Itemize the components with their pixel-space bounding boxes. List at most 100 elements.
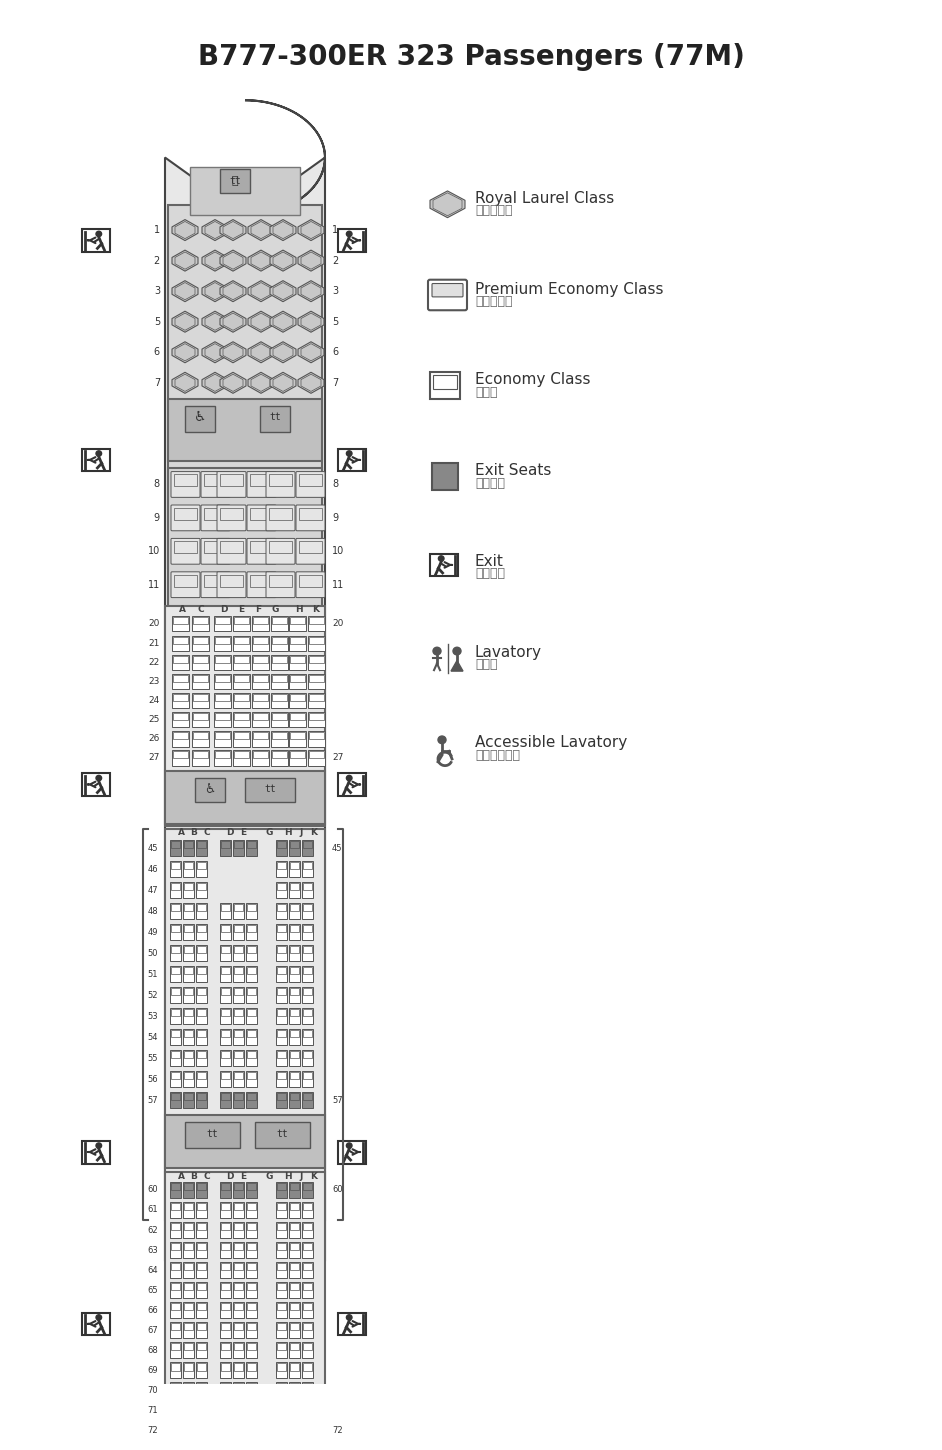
Bar	[183, 945, 194, 961]
Bar	[170, 1282, 181, 1298]
Bar	[82, 229, 110, 252]
Bar	[245, 779, 295, 802]
Bar	[170, 1050, 181, 1066]
Bar	[276, 1343, 287, 1359]
Text: 經濟艇: 經濟艇	[475, 386, 497, 399]
Bar	[290, 751, 305, 758]
Bar	[196, 1222, 207, 1238]
Bar	[215, 732, 230, 740]
FancyBboxPatch shape	[201, 505, 230, 531]
Bar	[220, 1008, 231, 1024]
Bar	[193, 674, 208, 681]
Bar	[290, 903, 299, 912]
Bar	[277, 1343, 286, 1350]
Circle shape	[347, 1143, 352, 1148]
Bar	[197, 967, 206, 974]
Bar	[290, 1404, 299, 1411]
Bar	[192, 693, 209, 709]
Bar	[252, 712, 269, 728]
Bar	[171, 1222, 180, 1230]
Bar	[171, 1051, 180, 1058]
Bar	[277, 945, 286, 953]
Bar	[183, 924, 194, 940]
Bar	[196, 1030, 207, 1045]
Bar	[234, 695, 249, 700]
Bar	[252, 674, 269, 689]
Text: G: G	[271, 605, 279, 613]
Text: 3: 3	[332, 286, 338, 296]
Bar	[302, 987, 313, 1003]
Bar	[272, 655, 287, 663]
Bar	[233, 1222, 244, 1238]
Bar	[221, 987, 230, 995]
Bar	[234, 1304, 243, 1311]
Text: D: D	[220, 605, 228, 613]
Bar	[247, 903, 256, 912]
Bar	[302, 840, 313, 857]
Bar	[165, 1115, 325, 1167]
Bar	[246, 1343, 257, 1359]
Bar	[246, 1092, 257, 1108]
Bar	[221, 925, 230, 932]
Bar	[245, 1446, 300, 1450]
Bar	[303, 1404, 312, 1411]
Text: 23: 23	[149, 677, 160, 686]
Bar	[183, 1262, 194, 1279]
Bar	[302, 1092, 313, 1108]
Bar	[271, 616, 288, 631]
Bar	[233, 1362, 244, 1379]
Bar	[290, 1424, 299, 1431]
Polygon shape	[298, 342, 324, 362]
Polygon shape	[220, 373, 246, 393]
Bar	[246, 924, 257, 940]
Bar	[183, 1092, 194, 1108]
Bar	[193, 695, 208, 700]
Bar	[184, 863, 193, 870]
Bar	[233, 1092, 244, 1108]
Text: 72: 72	[332, 1425, 343, 1436]
Bar	[184, 1424, 193, 1431]
Bar	[193, 713, 208, 721]
Bar	[247, 1183, 256, 1190]
Bar	[234, 751, 249, 758]
Polygon shape	[172, 312, 198, 332]
Bar	[168, 206, 322, 568]
Bar	[290, 616, 305, 624]
Bar	[289, 1243, 300, 1259]
Bar	[204, 507, 227, 519]
Bar	[247, 967, 256, 974]
Bar	[246, 903, 257, 919]
Bar	[183, 1343, 194, 1359]
Bar	[234, 1424, 243, 1431]
Polygon shape	[172, 342, 198, 362]
Bar	[174, 507, 197, 519]
Polygon shape	[270, 281, 296, 302]
Bar	[338, 773, 366, 796]
Text: D: D	[226, 828, 234, 837]
Bar	[214, 750, 231, 766]
Polygon shape	[202, 219, 228, 241]
Text: Economy Class: Economy Class	[475, 373, 591, 387]
FancyBboxPatch shape	[296, 538, 325, 564]
FancyBboxPatch shape	[432, 284, 463, 297]
Bar	[246, 1008, 257, 1024]
Bar	[289, 1092, 300, 1108]
Bar	[302, 1362, 313, 1379]
Bar	[172, 750, 189, 766]
Bar	[309, 751, 324, 758]
Bar	[309, 637, 324, 644]
Bar	[246, 1302, 257, 1318]
Bar	[173, 655, 188, 663]
Bar	[277, 967, 286, 974]
Bar	[173, 674, 188, 681]
Bar	[289, 1302, 300, 1318]
Bar	[247, 1383, 256, 1391]
Bar	[277, 1183, 286, 1190]
Bar	[234, 1322, 243, 1331]
Bar	[271, 731, 288, 747]
Bar	[233, 1030, 244, 1045]
Bar	[276, 1362, 287, 1379]
Circle shape	[96, 1315, 102, 1320]
Text: 51: 51	[148, 970, 158, 979]
Bar	[171, 1322, 180, 1331]
